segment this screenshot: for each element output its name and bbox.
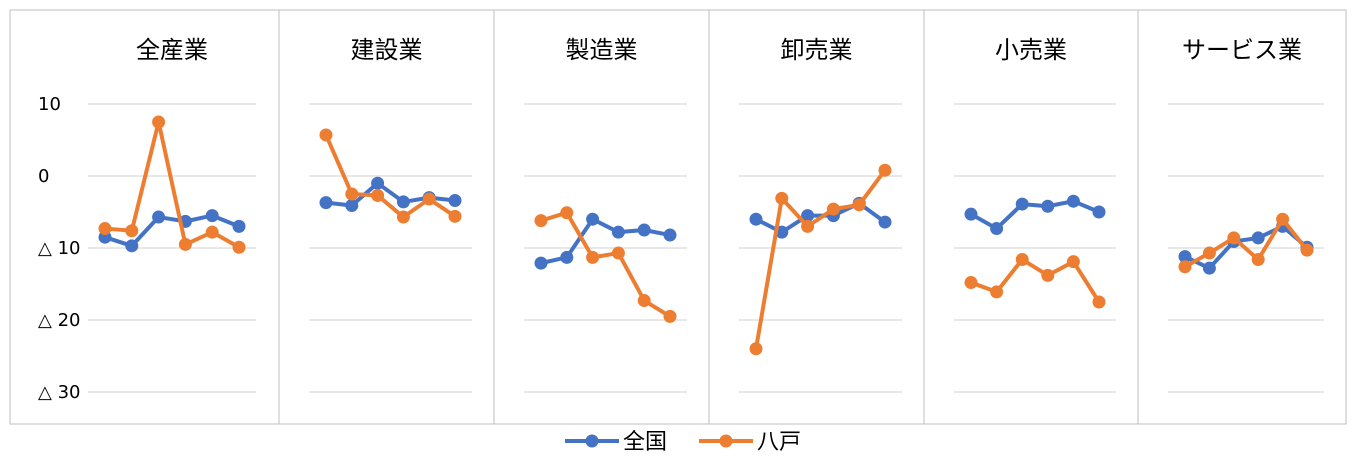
data-point	[232, 240, 246, 254]
y-tick-label: 10	[38, 94, 61, 115]
data-point	[801, 209, 815, 223]
data-point	[345, 187, 359, 201]
data-point	[1178, 260, 1192, 274]
data-point	[152, 115, 166, 129]
panel-title: サービス業	[1182, 36, 1302, 64]
data-point	[178, 237, 192, 251]
data-point	[749, 212, 763, 226]
data-point	[775, 191, 789, 205]
data-point	[448, 193, 462, 207]
data-point	[125, 239, 139, 253]
data-point	[1178, 250, 1192, 264]
data-point	[125, 224, 139, 238]
data-point	[1202, 246, 1216, 260]
data-point	[1251, 231, 1265, 245]
data-point	[878, 215, 892, 229]
y-tick-label: △ 10	[38, 238, 80, 259]
data-point	[319, 128, 333, 142]
legend-marker	[719, 434, 733, 448]
data-point	[852, 198, 866, 212]
data-point	[396, 195, 410, 209]
data-point	[232, 219, 246, 233]
legend-label: 八戸	[757, 430, 801, 455]
data-point	[663, 309, 677, 323]
series-line	[1183, 217, 1309, 269]
data-point	[1251, 253, 1265, 267]
data-point	[1066, 255, 1080, 269]
series-line	[754, 168, 887, 351]
data-point	[1066, 194, 1080, 208]
data-point	[1092, 295, 1106, 309]
series-line	[969, 199, 1101, 231]
data-point	[205, 209, 219, 223]
legend-marker	[585, 434, 599, 448]
panel-title: 卸売業	[781, 36, 853, 64]
data-point	[990, 285, 1004, 299]
panel-title: 全産業	[136, 36, 208, 64]
data-point	[1015, 197, 1029, 211]
data-point	[878, 163, 892, 177]
data-point	[1041, 268, 1055, 282]
data-point	[964, 207, 978, 221]
data-point	[990, 222, 1004, 236]
data-point	[1227, 231, 1241, 245]
data-point	[637, 294, 651, 308]
data-point	[1300, 243, 1314, 257]
y-tick-label: 0	[38, 166, 49, 187]
data-point	[345, 199, 359, 213]
data-point	[396, 210, 410, 224]
data-point	[826, 202, 840, 216]
panel-title: 小売業	[995, 36, 1067, 64]
data-point	[205, 225, 219, 239]
data-point	[1276, 212, 1290, 226]
data-point	[586, 212, 600, 226]
y-tick-label: △ 30	[38, 382, 80, 403]
data-point	[586, 250, 600, 264]
data-point	[663, 228, 677, 242]
data-point	[560, 250, 574, 264]
data-point	[371, 176, 385, 190]
data-point	[319, 196, 333, 210]
data-point	[964, 276, 978, 290]
data-point	[534, 214, 548, 228]
panel-title: 建設業	[351, 36, 423, 64]
data-point	[560, 206, 574, 220]
panel-title: 製造業	[566, 36, 638, 64]
y-tick-label: △ 20	[38, 310, 80, 331]
data-point	[1015, 253, 1029, 267]
data-point	[422, 192, 436, 206]
data-point	[371, 188, 385, 202]
data-point	[1202, 261, 1216, 275]
data-point	[152, 210, 166, 224]
data-point	[611, 246, 625, 260]
legend-label: 全国	[623, 430, 667, 455]
data-point	[534, 256, 548, 270]
series-line	[969, 257, 1101, 304]
data-point	[98, 222, 112, 236]
data-point	[448, 209, 462, 223]
data-point	[801, 219, 815, 233]
data-point	[1092, 205, 1106, 219]
series-line	[103, 120, 241, 250]
data-point	[1041, 199, 1055, 213]
data-point	[611, 225, 625, 239]
data-point	[637, 223, 651, 237]
data-point	[749, 342, 763, 356]
plot-frame	[9, 9, 1347, 425]
